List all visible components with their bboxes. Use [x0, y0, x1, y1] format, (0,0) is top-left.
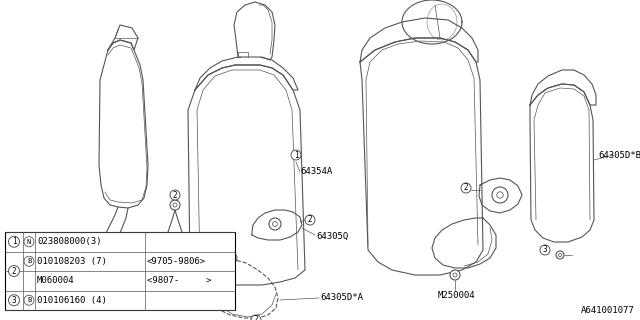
Circle shape	[273, 221, 277, 227]
Text: M250004: M250004	[438, 291, 476, 300]
Text: 1: 1	[230, 253, 234, 262]
Text: N: N	[27, 239, 31, 245]
Text: B: B	[27, 258, 31, 264]
Circle shape	[170, 190, 180, 200]
Circle shape	[450, 270, 460, 280]
Circle shape	[556, 251, 564, 259]
Circle shape	[540, 245, 550, 255]
Text: 2: 2	[253, 316, 259, 320]
Circle shape	[24, 256, 34, 266]
Text: 1: 1	[294, 150, 298, 159]
Text: 3: 3	[12, 296, 16, 305]
Circle shape	[251, 315, 261, 320]
Text: 010108203 (7): 010108203 (7)	[37, 257, 107, 266]
Circle shape	[8, 236, 19, 247]
Circle shape	[227, 253, 237, 263]
Text: 010106160 (4): 010106160 (4)	[37, 296, 107, 305]
Text: B: B	[27, 297, 31, 303]
Circle shape	[269, 218, 281, 230]
Circle shape	[492, 187, 508, 203]
Text: 023808000(3): 023808000(3)	[37, 237, 102, 246]
Text: 1: 1	[12, 237, 16, 246]
Text: 64305Q: 64305Q	[316, 231, 348, 241]
Circle shape	[8, 266, 19, 276]
Circle shape	[461, 183, 471, 193]
Circle shape	[497, 192, 503, 198]
Circle shape	[8, 295, 19, 306]
Text: 2: 2	[173, 190, 177, 199]
Text: 2: 2	[308, 215, 312, 225]
Text: M060004: M060004	[37, 276, 75, 285]
Circle shape	[173, 203, 177, 207]
Text: 64305D*B: 64305D*B	[598, 150, 640, 159]
Bar	[5, 232, 235, 310]
Circle shape	[453, 273, 457, 277]
Circle shape	[558, 253, 562, 257]
Text: 64305D*A: 64305D*A	[320, 293, 363, 302]
Text: <9705-9806>: <9705-9806>	[147, 257, 206, 266]
Text: 2: 2	[464, 183, 468, 193]
Circle shape	[24, 237, 34, 247]
Circle shape	[76, 253, 79, 257]
Text: 2: 2	[12, 267, 16, 276]
Circle shape	[497, 192, 503, 198]
Text: 64354A: 64354A	[300, 167, 332, 177]
Circle shape	[273, 221, 278, 227]
Circle shape	[305, 215, 315, 225]
Text: <9807-     >: <9807- >	[147, 276, 211, 285]
Circle shape	[291, 150, 301, 160]
Circle shape	[170, 200, 180, 210]
Text: M250004: M250004	[8, 249, 45, 258]
Text: A641001077: A641001077	[581, 306, 635, 315]
Circle shape	[24, 295, 34, 305]
Circle shape	[74, 251, 82, 259]
Text: 3: 3	[543, 245, 547, 254]
